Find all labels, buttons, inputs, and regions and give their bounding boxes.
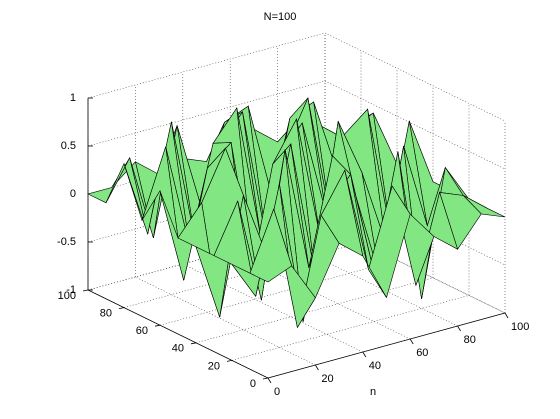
tick-mark (262, 377, 269, 380)
x-tick-label: 80 (464, 334, 476, 346)
grid-line (230, 250, 411, 340)
grid-line (231, 295, 470, 361)
z-tick-label: -1 (66, 284, 76, 296)
tick-mark (362, 351, 367, 358)
y-tick-label: 60 (136, 325, 148, 337)
z-tick-label: -0.5 (57, 236, 76, 248)
y-tick-label: 100 (58, 290, 76, 302)
grid-line (324, 80, 506, 170)
x-tick-label: 0 (274, 386, 280, 398)
tick-mark (457, 325, 461, 332)
tick-mark (118, 307, 125, 309)
z-tick-label: 0 (70, 188, 76, 200)
grid-line (324, 32, 506, 122)
x-tick-label: 60 (416, 347, 428, 359)
z-tick-label: 1 (70, 92, 76, 104)
x-tick-label: 100 (511, 321, 529, 333)
tick-mark (409, 338, 414, 345)
x-axis-label: n (370, 386, 376, 398)
z-tick-label: 0.5 (61, 140, 76, 152)
chart-title: N=100 (264, 11, 297, 23)
y-axis (87, 289, 269, 379)
x-tick-label: 40 (369, 360, 381, 372)
tick-mark (82, 289, 89, 292)
tick-mark (154, 324, 161, 327)
grid-line (135, 276, 316, 366)
grid-line (182, 263, 363, 353)
x-axis (267, 312, 506, 379)
grid-line (277, 237, 458, 327)
tick-mark (267, 377, 272, 384)
x-tick-label: 20 (321, 373, 333, 385)
tick-mark (315, 364, 319, 371)
grid-line (87, 32, 326, 99)
surface-patch (249, 208, 293, 283)
y-tick-label: 40 (172, 343, 184, 355)
y-tick-label: 20 (208, 360, 220, 372)
tick-mark (190, 342, 197, 345)
tick-mark (504, 312, 509, 319)
tick-mark (226, 360, 233, 362)
y-tick-label: 0 (250, 378, 256, 390)
y-tick-label: 80 (100, 308, 112, 320)
grid-line (159, 259, 398, 326)
grid-line (324, 224, 506, 314)
grid-line (195, 277, 434, 344)
grid-line (87, 80, 326, 147)
